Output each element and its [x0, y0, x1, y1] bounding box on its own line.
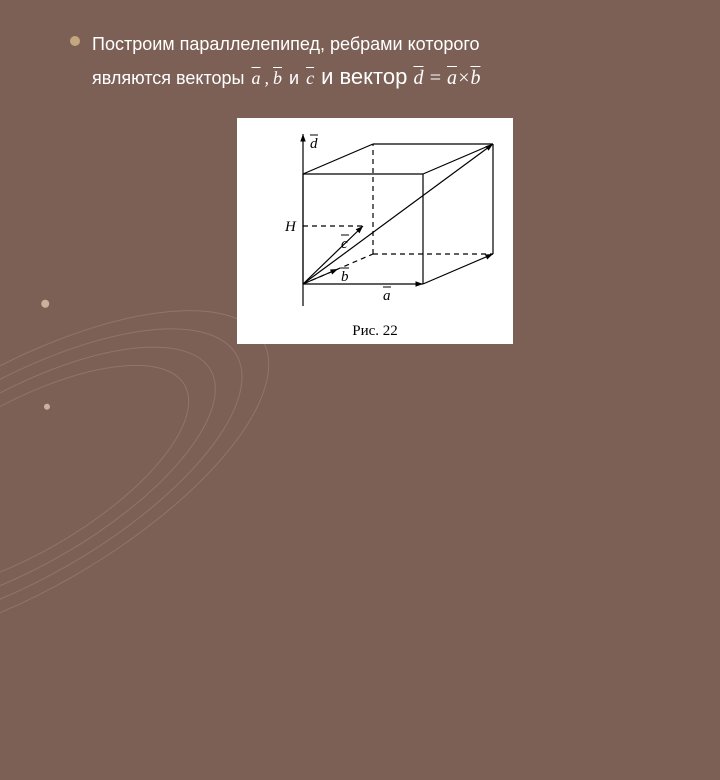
eq-d: d — [413, 67, 423, 89]
text-line2a: являются векторы — [92, 68, 250, 88]
vector-a: a — [250, 68, 263, 88]
svg-text:a: a — [383, 288, 391, 304]
svg-text:H: H — [284, 219, 297, 235]
slide-content: Построим параллелепипед, ребрами которог… — [0, 0, 720, 364]
parallelepiped-diagram: d Hc b a — [245, 126, 505, 316]
slide-text: Построим параллелепипед, ребрами которог… — [92, 30, 480, 94]
text-and: и — [289, 68, 304, 88]
figure-container: d Hc b a Рис. 22 — [70, 118, 680, 344]
vector-b: b — [271, 68, 284, 88]
eq-equals: = — [423, 67, 447, 89]
svg-text:b: b — [341, 269, 349, 285]
figure: d Hc b a Рис. 22 — [237, 118, 513, 344]
text-line1: Построим параллелепипед, ребрами которог… — [92, 34, 480, 54]
svg-text:d: d — [310, 136, 318, 152]
bullet-icon — [70, 36, 80, 46]
text-line2c: и вектор — [321, 64, 413, 89]
eq-b: b — [470, 67, 480, 89]
figure-caption: Рис. 22 — [245, 323, 505, 340]
svg-text:c: c — [341, 236, 348, 252]
eq-times: × — [457, 67, 471, 89]
vector-c: c — [304, 68, 316, 88]
eq-a: a — [447, 67, 457, 89]
bullet-item: Построим параллелепипед, ребрами которог… — [70, 30, 680, 94]
equation: d = a×b — [413, 67, 480, 89]
comma: , — [263, 68, 272, 88]
